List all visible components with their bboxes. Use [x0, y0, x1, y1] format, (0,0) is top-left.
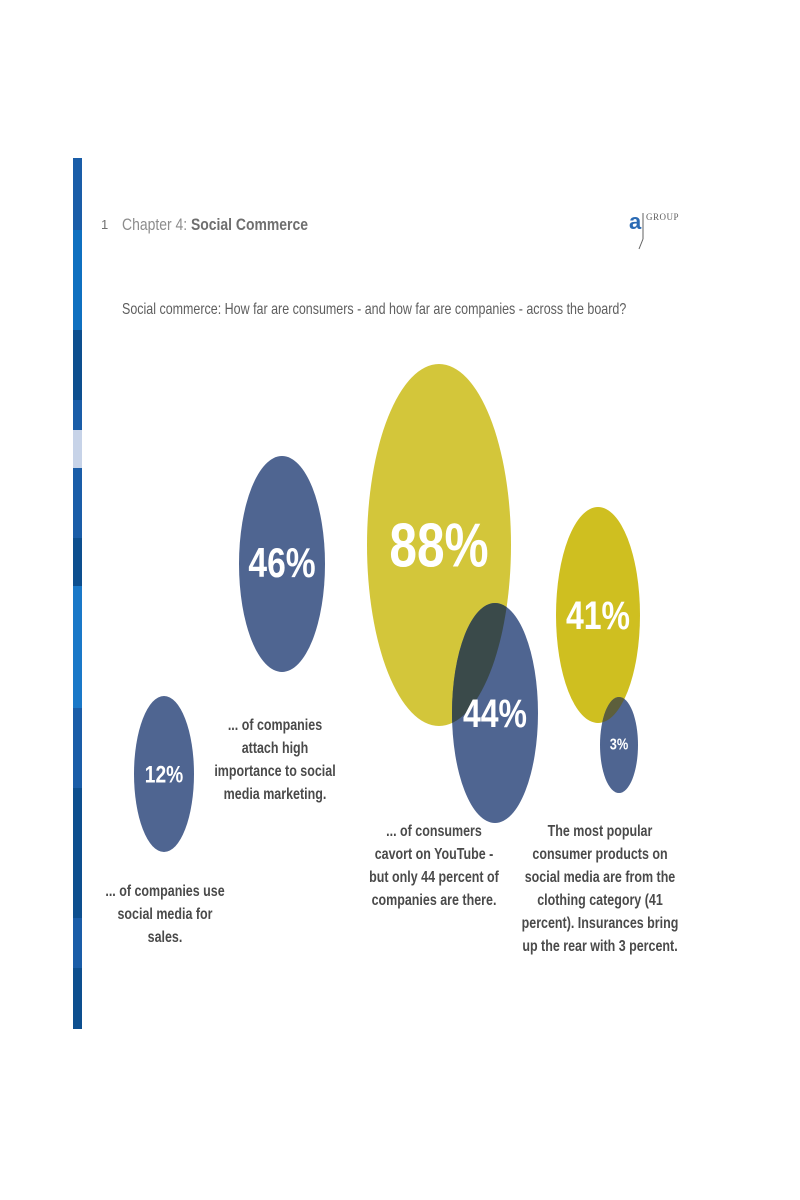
bubble-12 — [134, 696, 194, 852]
page-number: 1 — [101, 217, 109, 232]
bubble-44-label: 44% — [463, 690, 527, 735]
bubble-3-label: 3% — [610, 736, 629, 754]
bubble-41 — [556, 507, 640, 723]
chapter-prefix: Chapter 4: — [122, 215, 188, 234]
sidebar-segment — [73, 918, 82, 968]
sidebar-segment — [73, 468, 82, 538]
logo-word: GROUP — [646, 212, 680, 222]
logo-letter: a — [629, 209, 642, 234]
caption-12: ... of companies use social media for sa… — [105, 883, 225, 946]
company-logo: a GROUP — [626, 207, 679, 253]
sidebar-color-strip — [73, 158, 82, 1029]
sidebar-segment — [73, 400, 82, 430]
caption-88-44: ... of consumers cavort on YouTube - but… — [369, 823, 499, 909]
bubble-41-label: 41% — [566, 592, 630, 637]
caption-46: ... of companies attach high importance … — [214, 717, 336, 803]
sidebar-segment — [73, 330, 82, 400]
bubble-88-label: 88% — [389, 510, 488, 580]
sidebar-segment — [73, 538, 82, 586]
sidebar-segment — [73, 230, 82, 330]
sidebar-segment — [73, 158, 82, 230]
logo-slash-icon — [638, 213, 644, 250]
chapter-title: Chapter 4: Social Commerce — [122, 215, 308, 235]
bubble-12-label: 12% — [145, 760, 183, 788]
sidebar-segment — [73, 968, 82, 1029]
sidebar-segment — [73, 586, 82, 708]
sidebar-segment — [73, 430, 82, 468]
bubble-46-label: 46% — [248, 541, 315, 587]
bubble-46 — [239, 456, 325, 672]
sidebar-segment — [73, 788, 82, 918]
sidebar-segment — [73, 708, 82, 788]
chapter-name: Social Commerce — [190, 215, 308, 234]
caption-41-3: The most popular consumer products on so… — [521, 823, 679, 955]
chart-title: Social commerce: How far are consumers -… — [122, 301, 627, 318]
bubble-3 — [600, 697, 638, 793]
